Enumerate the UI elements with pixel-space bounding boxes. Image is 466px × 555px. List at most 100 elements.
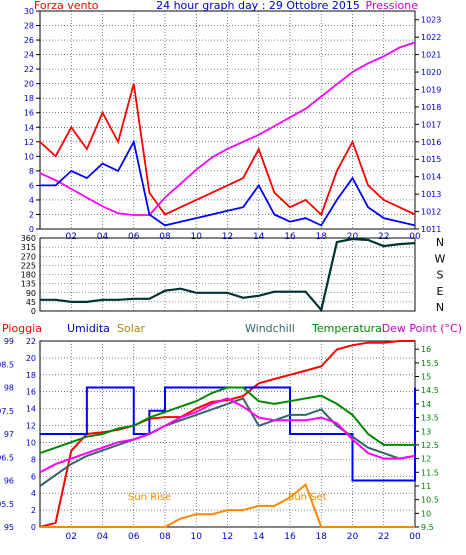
x-tick-label: 14 (253, 232, 265, 242)
y-tick-label-right: 1018 (421, 103, 441, 112)
x-tick-label: 14 (253, 532, 265, 542)
y-tick-label-right: 14 (421, 400, 431, 409)
x-tick-label: 04 (97, 532, 109, 542)
x-tick-label: 00 (409, 532, 421, 542)
y-tick-label-humidity: 97.5 (0, 407, 14, 416)
y-tick-label: 26 (24, 36, 34, 45)
y-tick-label: 180 (21, 271, 36, 280)
rain-label: Pioggia (2, 322, 42, 335)
x-tick-label: 00 (409, 232, 421, 242)
y-tick-label-humidity: 96 (4, 477, 14, 486)
y-tick-label-right: 1021 (421, 51, 441, 60)
x-tick-label: 12 (222, 232, 233, 242)
x-tick-label: 02 (66, 532, 77, 542)
y-tick-label-right: 16 (421, 345, 431, 354)
x-tick-label: 22 (378, 232, 389, 242)
series-line (39, 340, 415, 528)
y-tick-label: 225 (21, 261, 36, 270)
y-tick-label: 10 (26, 438, 36, 447)
y-tick-label-humidity: 99 (4, 337, 14, 346)
y-tick-label: 30 (24, 7, 34, 16)
compass-label: N (436, 301, 444, 314)
y-tick-label-right: 1020 (421, 68, 441, 77)
y-tick-label: 24 (24, 51, 34, 60)
x-tick-label: 04 (97, 232, 109, 242)
y-tick-label-right: 1011 (421, 225, 441, 234)
y-tick-label: 2 (29, 210, 34, 219)
x-tick-label: 16 (284, 532, 296, 542)
y-tick-label-right: 15.5 (421, 359, 439, 368)
y-tick-label: 360 (21, 234, 36, 243)
y-tick-label-humidity: 95.5 (0, 500, 14, 509)
humidity-label: Umidita (67, 322, 110, 335)
y-tick-label-right: 1014 (421, 173, 441, 182)
y-tick-label-right: 1022 (421, 33, 441, 42)
y-tick-label: 8 (29, 167, 34, 176)
pressure-label: Pressione (366, 0, 419, 12)
y-tick-label: 0 (31, 523, 36, 532)
series-line (39, 397, 416, 474)
x-tick-label: 02 (66, 232, 77, 242)
sunrise-label: Sun Rise (128, 492, 171, 503)
x-tick-label: 10 (191, 232, 203, 242)
series-line (40, 237, 416, 313)
y-tick-label-right: 10.5 (421, 496, 439, 505)
x-tick-label: 08 (159, 532, 171, 542)
y-tick-label-humidity: 98.5 (0, 360, 14, 369)
y-tick-label: 16 (26, 388, 36, 397)
x-tick-label: 20 (347, 232, 359, 242)
y-tick-label: 45 (26, 298, 36, 307)
y-tick-label: 135 (21, 280, 36, 289)
y-tick-label: 4 (29, 196, 34, 205)
y-tick-label: 22 (24, 65, 34, 74)
y-tick-label-right: 15 (421, 373, 431, 382)
y-tick-label: 0 (31, 307, 36, 316)
series-line (39, 83, 416, 217)
y-tick-label-right: 11.5 (421, 468, 439, 477)
y-tick-label-right: 14.5 (421, 386, 439, 395)
series-line (39, 386, 415, 455)
y-tick-label: 12 (26, 422, 36, 431)
series-line (40, 483, 415, 528)
series-line (39, 41, 416, 216)
y-tick-label-right: 9.5 (421, 523, 434, 532)
x-tick-label: 20 (347, 532, 359, 542)
y-tick-label: 20 (26, 354, 36, 363)
y-tick-label-humidity: 98 (4, 384, 14, 393)
compass-label: W (435, 252, 446, 265)
y-tick-label: 28 (24, 22, 34, 31)
windchill-label: Windchill (245, 322, 295, 335)
y-tick-label-right: 1019 (421, 85, 441, 94)
y-tick-label: 16 (24, 109, 34, 118)
x-tick-label: 18 (316, 532, 328, 542)
y-tick-label-right: 10 (421, 509, 431, 518)
y-tick-label: 0 (29, 225, 34, 234)
y-tick-label-humidity: 95 (4, 523, 14, 532)
x-tick-label: 16 (284, 232, 296, 242)
y-tick-label-right: 1015 (421, 155, 441, 164)
temperature-label: Temperatura (311, 322, 382, 335)
y-tick-label-humidity: 97 (4, 430, 14, 439)
y-tick-label-right: 13 (421, 427, 431, 436)
y-tick-label: 14 (26, 405, 36, 414)
compass-label: E (437, 285, 444, 298)
y-tick-label: 8 (31, 455, 36, 464)
temperature-panel: 9595.59696.59797.59898.599 0246810121416… (0, 322, 462, 542)
y-tick-label-right: 12.5 (421, 441, 439, 450)
x-tick-label: 18 (316, 232, 328, 242)
y-tick-label: 12 (24, 138, 34, 147)
dewpoint-label: Dew Point (°C) (382, 322, 462, 335)
y-tick-label-right: 1013 (421, 190, 441, 199)
y-tick-label: 22 (26, 337, 36, 346)
x-tick-label: 22 (378, 532, 389, 542)
series-line (39, 397, 416, 487)
y-tick-label: 18 (24, 94, 34, 103)
compass-label: N (436, 236, 444, 249)
y-tick-label: 14 (24, 123, 34, 132)
sunset-label: Sun Set (288, 492, 327, 503)
y-tick-label: 270 (21, 252, 36, 261)
y-tick-label-right: 1016 (421, 138, 441, 147)
y-tick-label-right: 1012 (421, 208, 441, 217)
